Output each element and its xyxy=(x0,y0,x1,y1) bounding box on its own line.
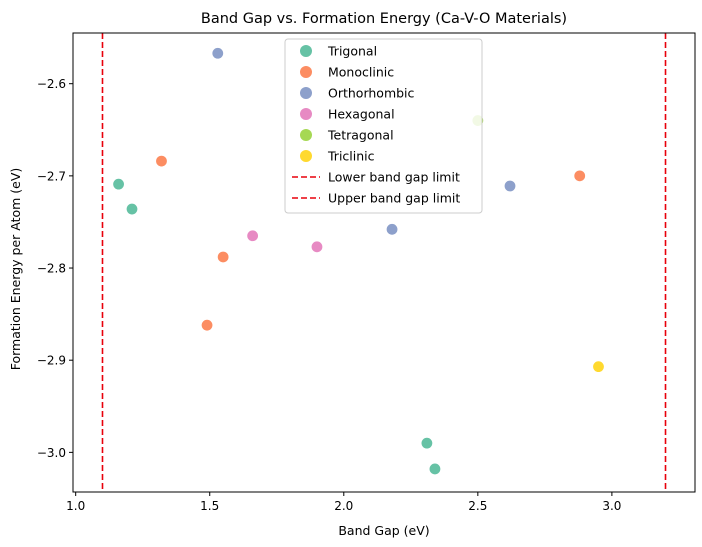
legend-marker xyxy=(300,66,312,78)
point-trigonal-2 xyxy=(125,202,139,216)
y-tick-label: −2.7 xyxy=(37,169,66,183)
y-tick-label: −2.8 xyxy=(37,262,66,276)
legend-marker xyxy=(300,129,312,141)
legend-label: Monoclinic xyxy=(328,65,394,80)
x-tick-label: 1.0 xyxy=(66,499,85,513)
point-orthorhombic-3 xyxy=(503,179,517,193)
legend-label: Tetragonal xyxy=(327,128,394,143)
point-hexagonal-1 xyxy=(246,229,259,242)
x-axis-label: Band Gap (eV) xyxy=(338,523,429,538)
point-hexagonal-2 xyxy=(310,240,324,254)
x-tick-label: 3.0 xyxy=(602,499,621,513)
x-tick-label: 2.0 xyxy=(334,499,353,513)
reference-lines xyxy=(101,33,667,492)
legend-label: Hexagonal xyxy=(328,107,395,122)
point-orthorhombic-2 xyxy=(385,223,399,236)
legend-box xyxy=(284,38,483,214)
axes: 1.0 1.5 2.0 2.5 3.0 −3.0 −2.9 −2.8 −2.7 −2.6 xyxy=(37,32,696,513)
legend-label: Upper band gap limit xyxy=(328,191,460,206)
point-monoclinic-1 xyxy=(155,154,168,168)
x-tick-label: 1.5 xyxy=(200,499,219,513)
x-tick-label: 2.5 xyxy=(468,499,487,513)
point-triclinic-1 xyxy=(592,360,605,373)
point-trigonal-1 xyxy=(112,177,125,191)
y-tick-label: −2.9 xyxy=(37,354,66,368)
legend-label: Trigonal xyxy=(327,44,377,59)
plot-frame xyxy=(72,32,696,493)
y-axis-label: Formation Energy per Atom (eV) xyxy=(8,168,23,371)
legend-marker xyxy=(300,87,312,99)
legend: Trigonal Monoclinic Orthorhombic Hexagonal T… xyxy=(284,38,483,214)
point-monoclinic-4 xyxy=(573,169,586,183)
data-points xyxy=(112,47,605,476)
legend-label: Orthorhombic xyxy=(328,86,415,101)
y-tick-label: −2.6 xyxy=(37,77,66,91)
point-trigonal-4 xyxy=(428,462,442,476)
y-tick-label: −3.0 xyxy=(37,446,66,460)
legend-marker xyxy=(300,45,312,57)
chart-title: Band Gap vs. Formation Energy (Ca-V-O Ma… xyxy=(201,11,567,27)
point-trigonal-3 xyxy=(420,436,434,450)
legend-marker xyxy=(300,108,312,120)
point-orthorhombic-1 xyxy=(211,47,224,60)
point-monoclinic-3 xyxy=(200,318,214,332)
point-monoclinic-2 xyxy=(216,250,230,264)
legend-label: Lower band gap limit xyxy=(328,170,460,185)
legend-label: Triclinic xyxy=(327,149,375,164)
legend-marker xyxy=(300,150,312,162)
